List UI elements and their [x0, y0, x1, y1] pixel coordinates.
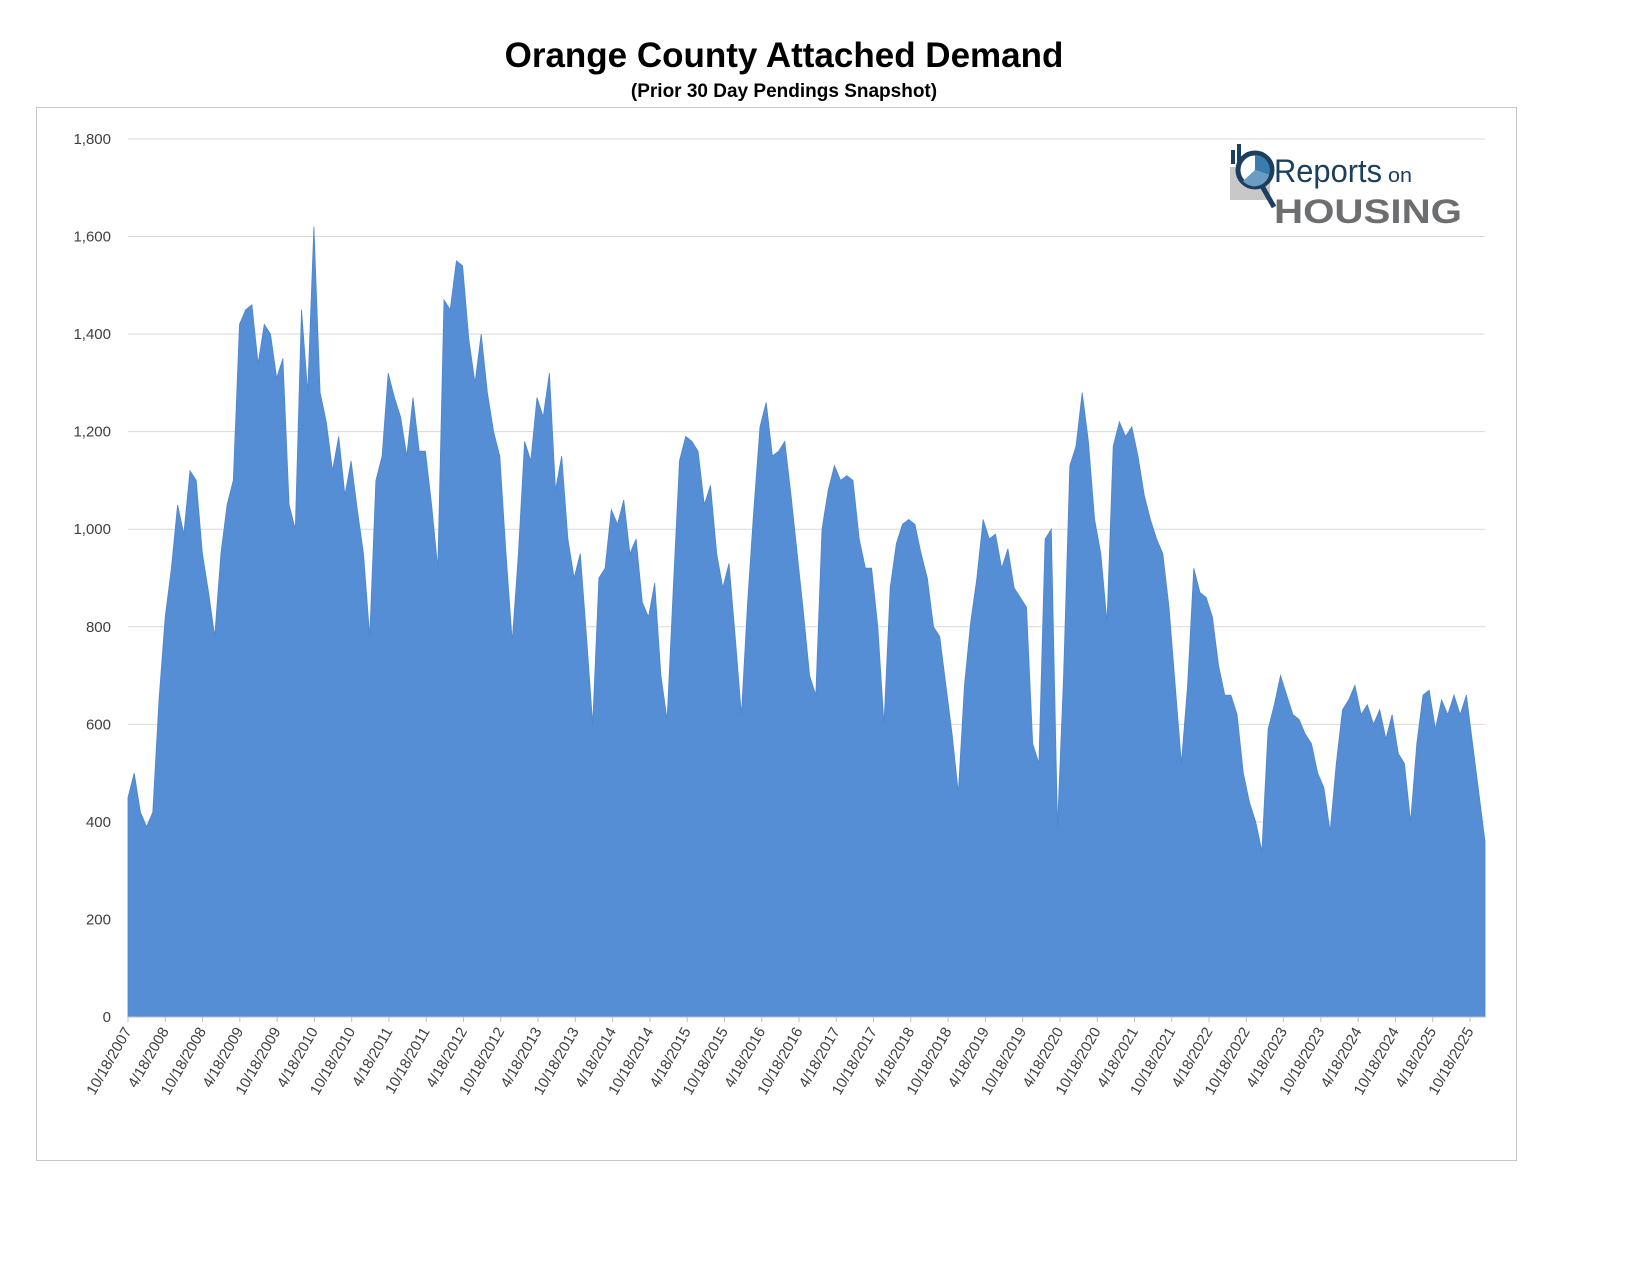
logo-text-on: on	[1388, 165, 1412, 187]
y-tick-label: 1,400	[73, 326, 111, 343]
y-tick-label: 1,800	[73, 131, 111, 148]
y-tick-label: 1,000	[73, 521, 111, 538]
y-tick-label: 1,200	[73, 424, 111, 441]
chart-title: Orange County Attached Demand	[504, 36, 1064, 75]
y-tick-label: 200	[86, 911, 111, 928]
x-tick-label: 10/18/2007	[83, 1025, 135, 1099]
y-tick-label: 400	[86, 814, 111, 831]
x-axis-ticks: 10/18/20074/18/200810/18/20084/18/200910…	[83, 1017, 1477, 1098]
y-axis-ticks: 0 200 400 600 800 1,000 1,200 1,400 1,600 1,800	[73, 131, 111, 1026]
y-tick-label: 600	[86, 716, 111, 733]
y-tick-label: 1,600	[73, 229, 111, 246]
chart-subtitle: (Prior 30 Day Pendings Snapshot)	[630, 81, 938, 102]
logo-text-reports: Reports	[1274, 153, 1382, 189]
y-tick-label: 0	[103, 1009, 111, 1026]
y-tick-label: 800	[86, 619, 111, 636]
reports-on-housing-logo: Reports on HOUSING	[1230, 144, 1462, 231]
pendings-area	[127, 226, 1486, 1018]
logo-text-housing: HOUSING	[1274, 193, 1462, 231]
chart-frame	[36, 107, 1517, 1161]
